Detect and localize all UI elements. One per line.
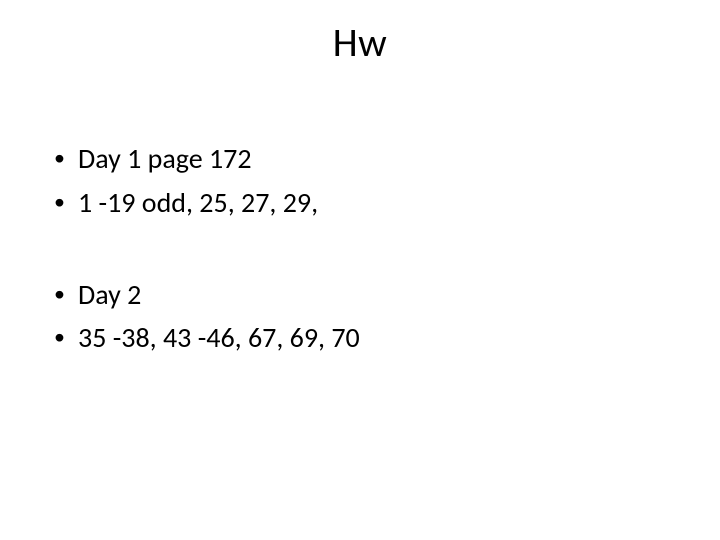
list-item: 35 -38, 43 -46, 67, 69, 70 (54, 319, 666, 357)
group-spacer (54, 228, 666, 276)
slide: Hw Day 1 page 172 1 -19 odd, 25, 27, 29,… (0, 0, 720, 540)
slide-body: Day 1 page 172 1 -19 odd, 25, 27, 29, Da… (54, 140, 666, 363)
bullet-group-1: Day 1 page 172 1 -19 odd, 25, 27, 29, (54, 140, 666, 222)
list-item: Day 1 page 172 (54, 140, 666, 178)
slide-title: Hw (0, 18, 720, 67)
list-item: 1 -19 odd, 25, 27, 29, (54, 184, 666, 222)
bullet-group-2: Day 2 35 -38, 43 -46, 67, 69, 70 (54, 276, 666, 358)
list-item: Day 2 (54, 276, 666, 314)
